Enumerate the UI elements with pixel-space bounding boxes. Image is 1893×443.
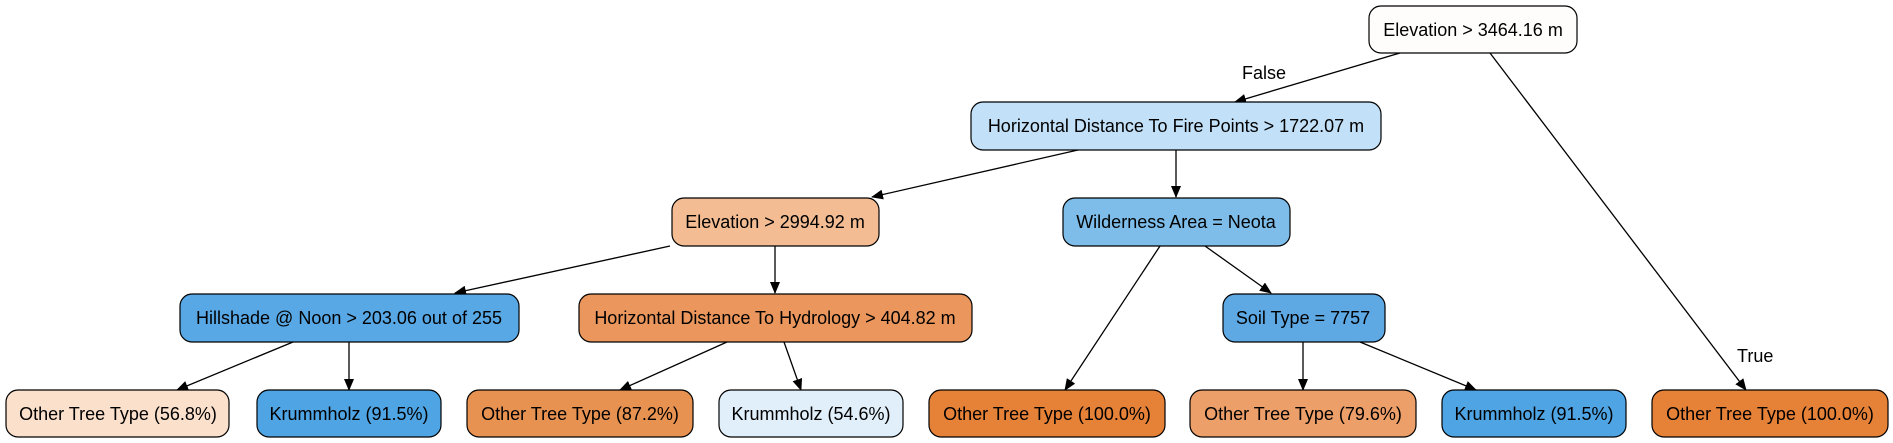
node-root[interactable]: Elevation > 3464.16 m [1368, 5, 1578, 54]
node-box [179, 293, 520, 343]
leaf-other-tree-100-a[interactable]: Other Tree Type (100.0%) [928, 389, 1166, 438]
leaf-box [928, 389, 1166, 438]
leaf-other-tree-100-b[interactable]: Other Tree Type (100.0%) [1651, 389, 1889, 438]
edge-n3-l5 [1064, 245, 1161, 391]
edge-n6-l7 [1359, 341, 1477, 391]
edge-n2-n4 [454, 245, 671, 296]
edge-n4-l1 [176, 341, 294, 391]
node-label: Horizontal Distance To Hydrology > 404.8… [594, 308, 955, 328]
leaf-other-tree-87[interactable]: Other Tree Type (87.2%) [466, 389, 694, 438]
node-fire-points[interactable]: Horizontal Distance To Fire Points > 172… [970, 101, 1382, 151]
leaf-krummholz-91-a[interactable]: Krummholz (91.5%) [256, 389, 442, 438]
node-label: Wilderness Area = Neota [1076, 212, 1277, 232]
leaf-box [1189, 389, 1417, 438]
edge-label-false: False [1242, 63, 1286, 83]
edge-root-n1 [1234, 52, 1401, 104]
node-label: Elevation > 3464.16 m [1383, 20, 1563, 40]
node-box [578, 293, 973, 343]
node-box [970, 101, 1382, 151]
leaf-other-tree-79[interactable]: Other Tree Type (79.6%) [1189, 389, 1417, 438]
edge-n3-n6 [1204, 245, 1272, 294]
leaf-box [5, 389, 230, 438]
leaf-label: Other Tree Type (100.0%) [1666, 404, 1874, 424]
edge-n5-l4 [783, 341, 803, 391]
edge-root-l8 [1489, 52, 1747, 391]
leaf-box [466, 389, 694, 438]
node-label: Soil Type = 7757 [1236, 308, 1370, 328]
edge-n5-l3 [619, 341, 728, 391]
node-box [1062, 197, 1291, 247]
leaf-label: Krummholz (91.5%) [1454, 404, 1613, 424]
edge-n1-n2 [871, 149, 1079, 200]
node-box [1368, 5, 1578, 54]
node-box [671, 197, 880, 247]
node-box [1222, 293, 1386, 343]
node-label: Elevation > 2994.92 m [685, 212, 865, 232]
leaf-box [718, 389, 904, 438]
leaf-box [1651, 389, 1889, 438]
leaf-label: Other Tree Type (87.2%) [481, 404, 679, 424]
leaf-box [1441, 389, 1627, 438]
node-hydrology[interactable]: Horizontal Distance To Hydrology > 404.8… [578, 293, 973, 343]
node-soil-type[interactable]: Soil Type = 7757 [1222, 293, 1386, 343]
node-elevation-2994[interactable]: Elevation > 2994.92 m [671, 197, 880, 247]
leaf-label: Other Tree Type (79.6%) [1204, 404, 1402, 424]
leaf-krummholz-91-b[interactable]: Krummholz (91.5%) [1441, 389, 1627, 438]
node-hillshade[interactable]: Hillshade @ Noon > 203.06 out of 255 [179, 293, 520, 343]
leaf-box [256, 389, 442, 438]
edges [176, 52, 1747, 391]
node-label: Horizontal Distance To Fire Points > 172… [988, 116, 1364, 136]
leaf-label: Other Tree Type (56.8%) [19, 404, 217, 424]
leaf-other-tree-56[interactable]: Other Tree Type (56.8%) [5, 389, 230, 438]
leaf-label: Krummholz (91.5%) [269, 404, 428, 424]
leaf-krummholz-54[interactable]: Krummholz (54.6%) [718, 389, 904, 438]
leaf-label: Krummholz (54.6%) [731, 404, 890, 424]
node-wilderness-area[interactable]: Wilderness Area = Neota [1062, 197, 1291, 247]
leaf-label: Other Tree Type (100.0%) [943, 404, 1151, 424]
edge-label-true: True [1737, 346, 1773, 366]
node-label: Hillshade @ Noon > 203.06 out of 255 [196, 308, 502, 328]
